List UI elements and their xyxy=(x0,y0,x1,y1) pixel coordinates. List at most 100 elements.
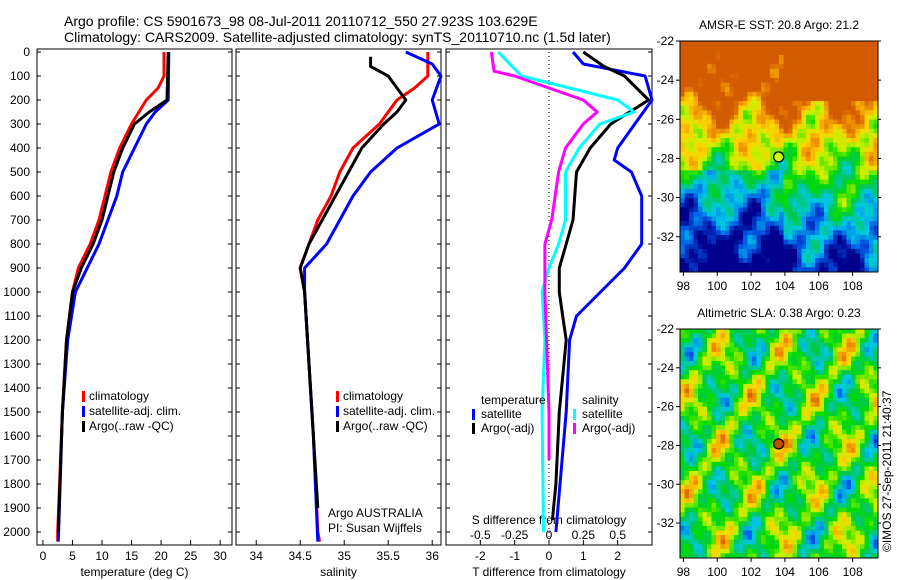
map-cell xyxy=(752,45,757,51)
map-cell xyxy=(833,202,838,208)
map-cell xyxy=(689,525,694,531)
map-cell xyxy=(851,207,856,213)
map-cell xyxy=(855,119,861,125)
map-cell xyxy=(864,329,870,334)
map-cell xyxy=(797,470,802,476)
map-cell xyxy=(783,461,789,467)
map-cell xyxy=(698,165,703,171)
map-cell xyxy=(761,470,766,476)
map-cell xyxy=(747,525,753,531)
map-cell xyxy=(725,77,730,83)
map-cell xyxy=(873,133,879,139)
map-cell xyxy=(860,188,865,194)
map-cell xyxy=(779,521,784,527)
map-cell xyxy=(720,147,726,153)
map-cell xyxy=(792,553,798,559)
map-cell xyxy=(833,406,838,412)
map-cell xyxy=(711,365,717,371)
map-cell xyxy=(873,503,879,509)
map-cell xyxy=(765,239,771,245)
map-cell xyxy=(689,188,694,194)
map-cell xyxy=(860,258,865,264)
map-cell xyxy=(824,221,829,227)
map-cell xyxy=(774,96,780,102)
map-cell xyxy=(765,411,771,417)
map-cell xyxy=(747,329,753,334)
map-cell xyxy=(720,438,726,444)
map-cell xyxy=(833,262,838,268)
map-frame xyxy=(679,328,879,559)
map-cell xyxy=(747,544,753,550)
map-cell xyxy=(711,142,717,148)
map-cell xyxy=(815,397,820,403)
map-cell xyxy=(734,338,739,344)
map-cell xyxy=(842,388,847,394)
map-cell xyxy=(815,388,820,394)
map-cell xyxy=(720,379,726,385)
map-cell xyxy=(680,138,685,144)
map-cell xyxy=(738,416,744,421)
map-cell xyxy=(797,448,802,454)
figure-title-line1: Argo profile: CS 5901673_98 08-Jul-2011 … xyxy=(64,13,538,29)
map-cell xyxy=(788,443,793,449)
map-cell xyxy=(860,128,865,134)
map-cell xyxy=(797,253,802,259)
map-cell xyxy=(792,461,798,467)
map-cell xyxy=(752,480,757,486)
map-cell xyxy=(716,45,721,51)
map-cell xyxy=(846,383,852,389)
map-cell xyxy=(738,138,744,144)
map-cell xyxy=(684,262,690,268)
map-cell xyxy=(752,365,757,371)
map-cell xyxy=(752,258,757,264)
map-cell xyxy=(770,512,775,518)
map-cell xyxy=(747,174,753,180)
map-cell xyxy=(680,489,685,495)
map-cell xyxy=(738,489,744,495)
map-cell xyxy=(855,110,861,116)
map-cell xyxy=(774,429,780,435)
map-cell xyxy=(765,110,771,116)
map-cell xyxy=(693,193,699,199)
map-cell xyxy=(819,480,825,486)
map-cell xyxy=(711,347,717,353)
map-cell xyxy=(869,379,874,385)
legend-swatch xyxy=(573,423,576,434)
map-cell xyxy=(797,461,802,467)
map-cell xyxy=(824,147,829,153)
map-cell xyxy=(680,54,685,60)
map-cell xyxy=(743,82,748,88)
map-cell xyxy=(761,244,766,250)
map-cell xyxy=(797,101,802,107)
map-cell xyxy=(792,333,798,339)
map-cell xyxy=(855,507,861,513)
map-cell xyxy=(734,489,739,495)
map-cell xyxy=(765,365,771,371)
map-cell xyxy=(792,179,798,185)
map-cell xyxy=(729,507,735,513)
map-cell xyxy=(711,128,717,134)
map-cell xyxy=(729,64,735,70)
map-cell xyxy=(756,45,762,51)
map-cell xyxy=(689,379,694,385)
map-cell xyxy=(806,402,811,408)
map-cell xyxy=(833,480,838,486)
map-cell xyxy=(747,539,753,545)
map-cell xyxy=(801,351,807,357)
map-cell xyxy=(693,244,699,250)
map-cell xyxy=(837,142,843,148)
map-cell xyxy=(797,512,802,518)
map-cell xyxy=(693,101,699,107)
map-cell xyxy=(752,443,757,449)
map-cell xyxy=(756,434,762,440)
map-cell xyxy=(869,525,874,531)
map-cell xyxy=(707,225,712,231)
map-cell xyxy=(698,548,703,554)
map-cell xyxy=(707,253,712,259)
map-cell xyxy=(707,521,712,527)
map-cell xyxy=(869,393,874,399)
map-cell xyxy=(792,124,798,130)
map-cell xyxy=(801,50,807,56)
map-cell xyxy=(828,105,834,111)
map-cell xyxy=(698,457,703,463)
